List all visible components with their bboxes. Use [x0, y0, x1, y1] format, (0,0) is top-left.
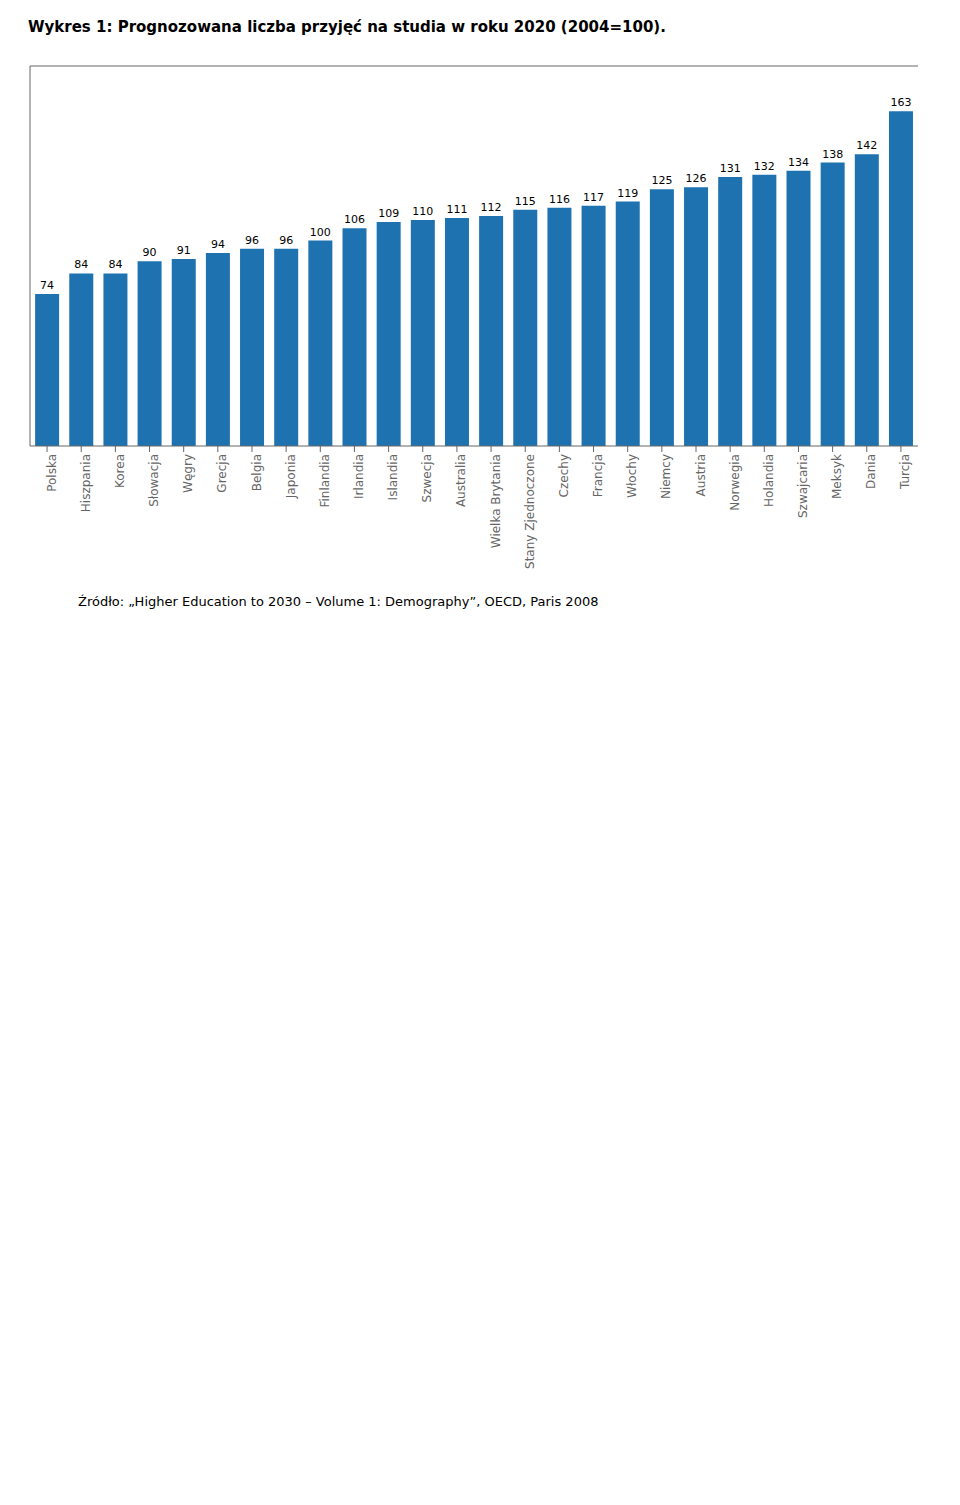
svg-text:84: 84	[74, 258, 88, 271]
svg-text:163: 163	[890, 96, 911, 109]
svg-text:Australia: Australia	[454, 454, 468, 507]
svg-text:134: 134	[788, 156, 809, 169]
svg-text:90: 90	[143, 246, 157, 259]
svg-text:142: 142	[856, 139, 877, 152]
svg-text:Hiszpania: Hiszpania	[79, 454, 93, 512]
svg-text:Wielka Brytania: Wielka Brytania	[489, 454, 503, 548]
svg-text:74: 74	[40, 279, 54, 292]
svg-text:116: 116	[549, 193, 570, 206]
svg-text:Węgry: Węgry	[181, 454, 195, 493]
svg-text:Belgia: Belgia	[250, 454, 264, 491]
svg-text:Francja: Francja	[591, 454, 605, 497]
svg-text:126: 126	[686, 172, 707, 185]
html-text:Wykres 1: Prognozowana liczba: Wykres 1: Prognozowana liczba przyjęć na…	[28, 18, 666, 36]
svg-text:Grecja: Grecja	[215, 454, 229, 493]
svg-text:Austria: Austria	[694, 454, 708, 496]
svg-text:112: 112	[481, 201, 502, 214]
svg-text:84: 84	[108, 258, 122, 271]
svg-text:Włochy: Włochy	[625, 454, 639, 498]
svg-text:132: 132	[754, 160, 775, 173]
svg-text:Turcja: Turcja	[898, 454, 912, 490]
svg-text:Meksyk: Meksyk	[830, 454, 844, 499]
svg-text:Szwecja: Szwecja	[420, 454, 434, 502]
svg-text:Islandia: Islandia	[386, 454, 400, 500]
svg-text:115: 115	[515, 195, 536, 208]
svg-text:Czechy: Czechy	[557, 454, 571, 497]
svg-text:Słowacja: Słowacja	[147, 454, 161, 507]
svg-text:94: 94	[211, 238, 225, 251]
svg-text:138: 138	[822, 148, 843, 161]
svg-text:Japonia: Japonia	[284, 454, 298, 499]
html-text:Źródło: „Higher Education to 2: Źródło: „Higher Education to 2030 – Volu…	[78, 594, 599, 609]
svg-text:111: 111	[446, 203, 467, 216]
svg-text:Szwajcaria: Szwajcaria	[796, 454, 810, 518]
svg-text:Niemcy: Niemcy	[659, 454, 673, 499]
svg-text:Stany Zjednoczone: Stany Zjednoczone	[523, 454, 537, 569]
svg-text:119: 119	[617, 187, 638, 200]
svg-text:Holandia: Holandia	[762, 454, 776, 507]
svg-text:100: 100	[310, 226, 331, 239]
svg-text:117: 117	[583, 191, 604, 204]
svg-text:Polska: Polska	[45, 454, 59, 492]
svg-text:96: 96	[279, 234, 293, 247]
svg-text:91: 91	[177, 244, 191, 257]
svg-text:Korea: Korea	[113, 454, 127, 488]
svg-text:131: 131	[720, 162, 741, 175]
svg-text:110: 110	[412, 205, 433, 218]
svg-text:96: 96	[245, 234, 259, 247]
svg-text:109: 109	[378, 207, 399, 220]
svg-text:Finlandia: Finlandia	[318, 454, 332, 508]
svg-text:Norwegia: Norwegia	[728, 454, 742, 511]
svg-text:Dania: Dania	[864, 454, 878, 489]
svg-text:125: 125	[651, 174, 672, 187]
svg-text:106: 106	[344, 213, 365, 226]
svg-text:Irlandia: Irlandia	[352, 454, 366, 499]
